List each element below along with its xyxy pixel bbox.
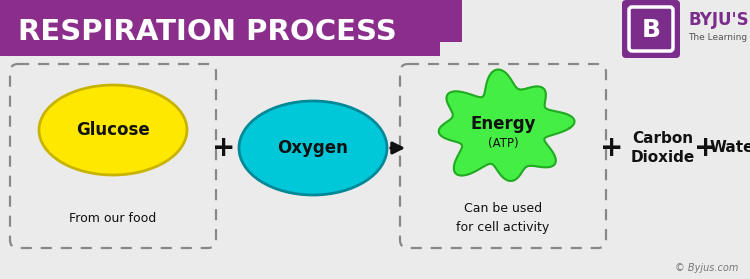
Bar (0, 0, 462, 56)
Ellipse shape (39, 85, 187, 175)
Text: +: + (694, 134, 718, 162)
Text: Can be used
for cell activity: Can be used for cell activity (456, 203, 550, 234)
Text: +: + (600, 134, 624, 162)
Text: The Learning App: The Learning App (688, 33, 750, 42)
Text: © Byjus.com: © Byjus.com (675, 263, 738, 273)
Text: BYJU'S: BYJU'S (688, 11, 748, 29)
Polygon shape (439, 69, 574, 181)
Text: (ATP): (ATP) (488, 138, 518, 150)
Ellipse shape (239, 101, 387, 195)
Text: Oxygen: Oxygen (278, 139, 349, 157)
FancyBboxPatch shape (622, 0, 680, 58)
Text: Energy: Energy (470, 115, 536, 133)
Text: +: + (212, 134, 236, 162)
Text: From our food: From our food (69, 211, 157, 225)
Text: Water: Water (710, 141, 750, 155)
Text: B: B (641, 18, 661, 42)
Text: RESPIRATION PROCESS: RESPIRATION PROCESS (18, 18, 397, 46)
Text: Carbon
Dioxide: Carbon Dioxide (631, 131, 695, 165)
FancyBboxPatch shape (440, 42, 462, 56)
Text: Glucose: Glucose (76, 121, 150, 139)
